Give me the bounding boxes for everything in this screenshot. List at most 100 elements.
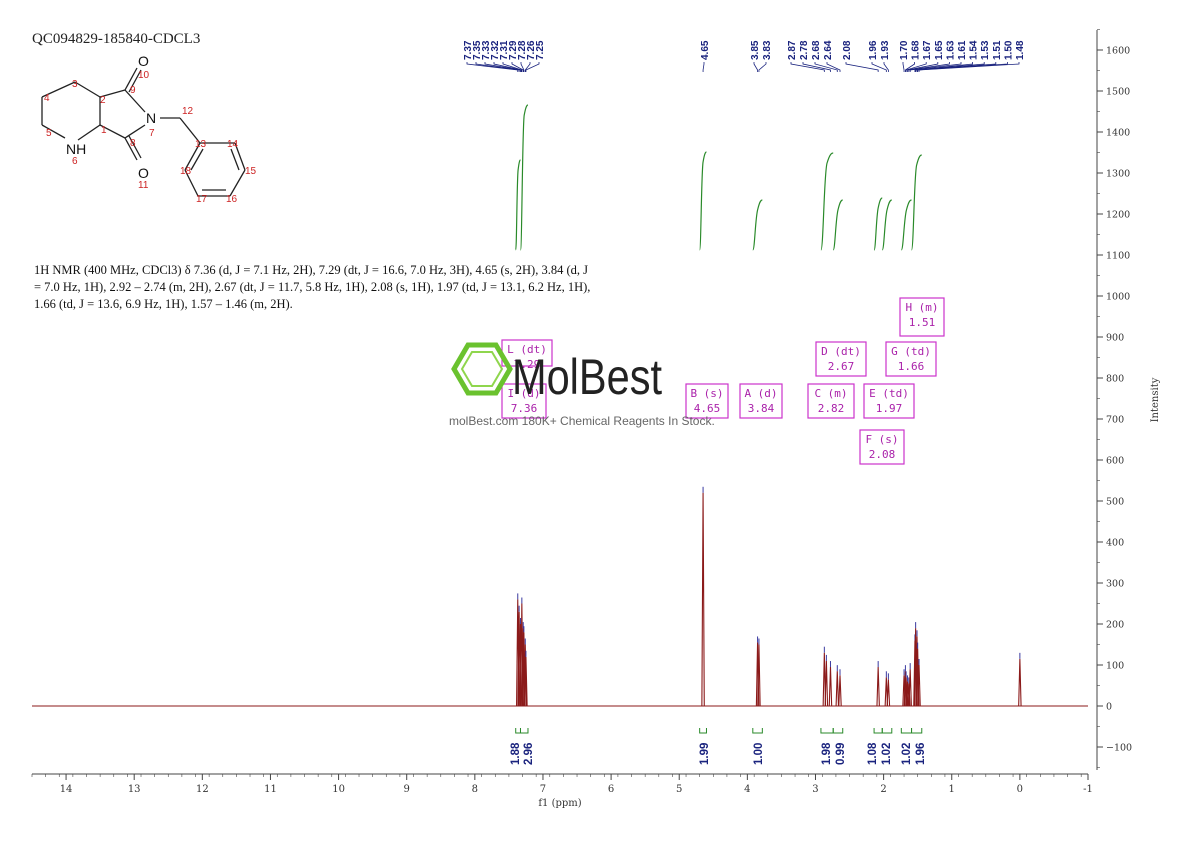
y-tick-label: 1500	[1106, 87, 1130, 98]
integral-bracket	[820, 728, 834, 734]
peak-shift-label: 1.51	[992, 40, 1003, 60]
nmr-description: 1H NMR (400 MHz, CDCl3) δ 7.36 (d, J = 7…	[34, 263, 591, 311]
peak-shift-label: 7.31	[499, 40, 510, 60]
multiplet-box-i: I (d) 7.36	[501, 383, 547, 419]
peak-shift-label: 2.08	[842, 40, 853, 60]
x-tick-label: -1	[1083, 784, 1093, 795]
peak-shift-label: 2.78	[799, 40, 810, 60]
spectrum-peak	[835, 671, 840, 707]
peak-label-leader	[802, 62, 831, 72]
peak-shift-label: 1.48	[1015, 40, 1026, 60]
multiplet-label: H (m)	[905, 301, 938, 314]
multiplet-label: L (dt)	[507, 343, 547, 356]
peak-shift-label: 7.37	[463, 40, 474, 60]
integral-value: 1.88	[510, 742, 522, 765]
y-tick-label: 1300	[1106, 169, 1130, 180]
multiplet-label: I (d)	[507, 387, 540, 400]
peak-label-leader	[790, 62, 825, 72]
y-tick-label: 400	[1106, 538, 1124, 549]
peak-shift-label: 2.64	[823, 40, 834, 60]
peak-label-leader	[520, 62, 525, 72]
x-tick-label: 7	[540, 784, 546, 795]
sample-id: QC094829-185840-CDCL3	[32, 31, 201, 47]
peak-shift-label: 3.85	[750, 40, 761, 60]
integral-bracket	[752, 728, 763, 734]
atom-label: 15	[245, 166, 257, 177]
peak-label-leader	[511, 62, 524, 72]
integral-curve	[519, 104, 529, 251]
watermark-tagline: molBest.com 180K+ Chemical Reagents In S…	[449, 414, 715, 428]
peak-label-leader	[702, 62, 705, 72]
y-tick-label: 1600	[1106, 46, 1130, 57]
peak-label-leader	[525, 62, 540, 72]
peak-label-leader	[905, 62, 927, 72]
peak-label-leader	[905, 62, 915, 72]
peak-shift-label: 1.63	[945, 40, 956, 60]
x-tick-label: 1	[949, 784, 955, 795]
peak-label-leader	[826, 62, 841, 72]
molbest-logo-inner-icon	[460, 351, 504, 387]
atom-label: 13	[195, 139, 207, 150]
molecule-structure	[41, 67, 246, 197]
peak-shift-label: 1.54	[969, 40, 980, 60]
peak-shift-label: 2.87	[787, 40, 798, 60]
y-tick-label: −100	[1106, 743, 1132, 754]
y-tick-label: 1200	[1106, 210, 1130, 221]
integral-bracket	[873, 728, 883, 734]
y-tick-label: 100	[1106, 661, 1124, 672]
integral-curves	[515, 104, 922, 251]
x-tick-label: 9	[404, 784, 410, 795]
peak-label-leader	[758, 62, 767, 72]
peak-label-leader	[814, 62, 838, 72]
peak-shift-label: 4.65	[700, 40, 711, 60]
integral-bracket	[900, 728, 913, 734]
peak-label-leader	[502, 62, 523, 72]
peak-shift-label: 7.35	[472, 40, 483, 60]
y-tick-label: 1400	[1106, 128, 1130, 139]
x-tick-label: 12	[196, 784, 209, 795]
y-tick-label: 200	[1106, 620, 1124, 631]
multiplet-box-f: F (s) 2.08	[859, 429, 905, 465]
multiplet-shift: 7.29	[514, 358, 541, 371]
peak-shift-label: 1.61	[957, 40, 968, 60]
peak-shift-label: 7.26	[526, 40, 537, 60]
multiplet-label: C (m)	[814, 387, 847, 400]
x-tick-label: 3	[812, 784, 818, 795]
peak-labels: 7.377.357.337.327.317.297.287.267.25 4.65…	[463, 40, 1026, 72]
integral-curve	[699, 151, 707, 251]
peak-shift-label: 1.50	[1003, 40, 1014, 60]
integral-bracket	[699, 728, 707, 734]
x-tick-label: 8	[472, 784, 478, 795]
multiplet-label: A (d)	[744, 387, 777, 400]
atom-label: 11	[138, 180, 149, 191]
multiplet-shift: 7.36	[511, 402, 538, 415]
integral-curve	[820, 152, 834, 251]
peak-label-leader	[907, 62, 939, 72]
peak-label-leader	[908, 62, 950, 72]
peak-label-leader	[475, 62, 520, 72]
multiplet-label: E (td)	[869, 387, 909, 400]
peak-label-leader	[753, 62, 758, 72]
atom-label: 9	[130, 85, 136, 96]
multiplet-box-e: E (td) 1.97	[863, 383, 915, 419]
multiplet-label: G (td)	[891, 345, 931, 358]
peak-label-leader	[916, 62, 997, 72]
integral-curve	[910, 154, 922, 251]
x-tick-label: 6	[608, 784, 614, 795]
integral-curve	[881, 199, 892, 251]
peak-shift-label: 1.70	[899, 40, 910, 60]
y-tick-label: 500	[1106, 497, 1124, 508]
peak-shift-label: 1.67	[922, 40, 933, 60]
y-tick-label: 800	[1106, 374, 1124, 385]
peak-label-leader	[918, 62, 1020, 72]
peak-shift-label: 7.28	[517, 40, 528, 60]
spectrum-peak	[828, 667, 833, 707]
integral-curve	[832, 199, 843, 251]
multiplet-box-h: H (m) 1.51	[899, 297, 945, 337]
atom-label: 17	[196, 194, 208, 205]
spectrum-peak	[876, 667, 880, 707]
peak-label-leader	[484, 62, 521, 72]
atom-label: 18	[180, 166, 192, 177]
multiplet-shift: 4.65	[694, 402, 721, 415]
